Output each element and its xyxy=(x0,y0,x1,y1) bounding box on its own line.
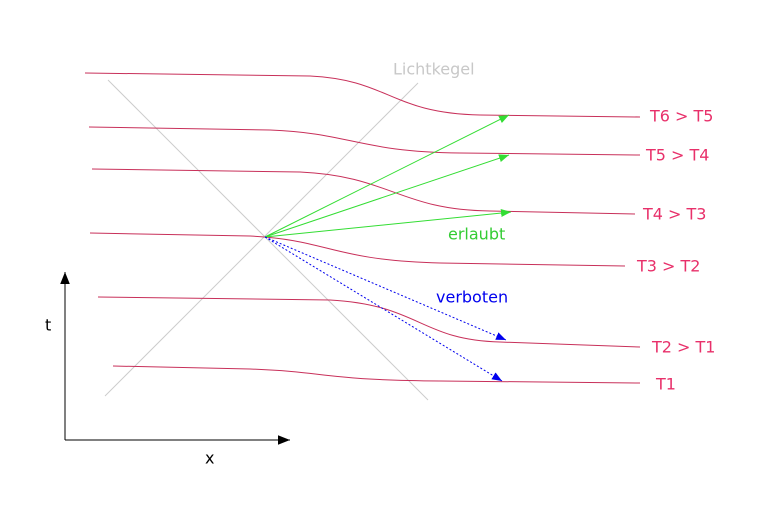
isotherm-curves xyxy=(84,72,641,384)
axis-label: t xyxy=(45,316,51,335)
isotherm-label: T3 > T2 xyxy=(636,257,700,276)
axes xyxy=(60,272,290,445)
isotherm-label: T2 > T1 xyxy=(651,338,715,357)
axis-label: x xyxy=(205,449,214,468)
allowed-label: erlaubt xyxy=(448,225,505,244)
isotherm-label: T5 > T4 xyxy=(645,146,709,165)
isotherm-label: T4 > T3 xyxy=(642,205,706,224)
isotherm-label: T6 > T5 xyxy=(649,107,713,126)
forbidden-label: verboten xyxy=(436,288,508,307)
allowed-arrows xyxy=(264,114,512,238)
light-cone-label: Lichtkegel xyxy=(393,60,475,79)
isotherm-label: T1 xyxy=(655,375,676,394)
light-cone xyxy=(104,79,429,401)
